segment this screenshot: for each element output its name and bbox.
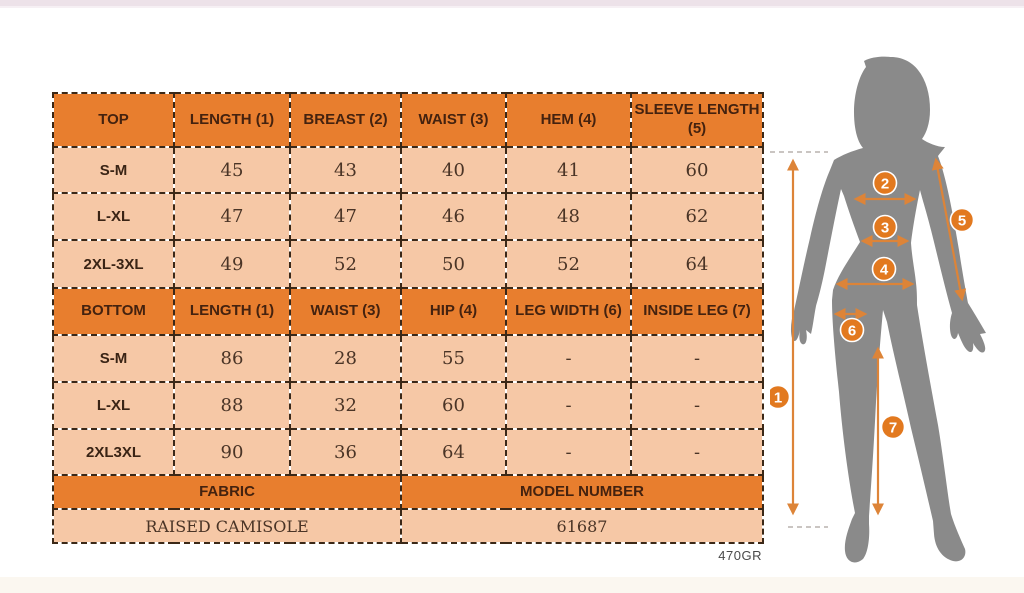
size-value: 50 (400, 239, 507, 289)
size-value: 49 (173, 239, 291, 289)
size-value: 36 (289, 428, 402, 476)
column-header-sleeve-length: SLEEVE LENGTH (5) (630, 92, 764, 148)
size-value: 62 (630, 192, 764, 241)
size-guide-figure: 1 2 3 4 5 6 7 (770, 56, 986, 563)
size-value: 48 (505, 192, 632, 241)
size-value: 41 (505, 146, 632, 194)
size-row-label: 2XL-3XL (52, 239, 175, 289)
size-value: 47 (173, 192, 291, 241)
measurement-marker-6: 6 (839, 317, 865, 343)
size-row-label: L-XL (52, 381, 175, 430)
measurement-marker-5: 5 (949, 207, 975, 233)
size-value: 64 (400, 428, 507, 476)
size-table: TOP LENGTH (1) BREAST (2) WAIST (3) HEM … (52, 92, 764, 544)
size-value: - (630, 428, 764, 476)
measurement-marker-4: 4 (871, 256, 897, 282)
size-value: - (505, 381, 632, 430)
column-header-hem: HEM (4) (505, 92, 632, 148)
svg-text:5: 5 (958, 212, 966, 229)
column-header-leg-width: LEG WIDTH (6) (505, 287, 632, 336)
garment-weight-note: 470GR (718, 548, 762, 563)
column-header-waist: WAIST (3) (400, 92, 507, 148)
size-value: 32 (289, 381, 402, 430)
woman-silhouette (790, 56, 986, 563)
svg-text:1: 1 (774, 389, 782, 406)
size-row-label: 2XL3XL (52, 428, 175, 476)
column-header-length: LENGTH (1) (173, 287, 291, 336)
measurement-marker-2: 2 (872, 170, 898, 196)
column-header-top: TOP (52, 92, 175, 148)
table-row: 2XL3XL 90 36 64 - - (52, 428, 764, 476)
size-value: 45 (173, 146, 291, 194)
size-value: - (505, 334, 632, 383)
size-value: 52 (505, 239, 632, 289)
fabric-header: FABRIC (52, 474, 402, 510)
model-number-value: 61687 (400, 508, 764, 544)
size-value: 55 (400, 334, 507, 383)
size-row-label: S-M (52, 334, 175, 383)
measurement-marker-1: 1 (770, 384, 791, 410)
info-value-row: RAISED CAMISOLE 61687 (52, 508, 764, 544)
info-header-row: FABRIC MODEL NUMBER (52, 474, 764, 510)
size-value: - (505, 428, 632, 476)
size-value: - (630, 381, 764, 430)
column-header-inside-leg: INSIDE LEG (7) (630, 287, 764, 336)
column-header-waist: WAIST (3) (289, 287, 402, 336)
model-number-header: MODEL NUMBER (400, 474, 764, 510)
column-header-hip: HIP (4) (400, 287, 507, 336)
top-decorative-band (0, 0, 1024, 8)
table-row: 2XL-3XL 49 52 50 52 64 (52, 239, 764, 289)
size-row-label: L-XL (52, 192, 175, 241)
size-value: 43 (289, 146, 402, 194)
table-row: L-XL 47 47 46 48 62 (52, 192, 764, 241)
column-header-length: LENGTH (1) (173, 92, 291, 148)
table-row: L-XL 88 32 60 - - (52, 381, 764, 430)
size-value: 60 (400, 381, 507, 430)
size-value: 28 (289, 334, 402, 383)
bottom-decorative-band (0, 577, 1024, 593)
size-value: 90 (173, 428, 291, 476)
size-value: 86 (173, 334, 291, 383)
table-row: S-M 45 43 40 41 60 (52, 146, 764, 194)
size-value: 40 (400, 146, 507, 194)
size-value: 52 (289, 239, 402, 289)
svg-text:3: 3 (881, 219, 889, 236)
measurement-marker-3: 3 (872, 214, 898, 240)
table-row: S-M 86 28 55 - - (52, 334, 764, 383)
size-value: 64 (630, 239, 764, 289)
bottom-header-row: BOTTOM LENGTH (1) WAIST (3) HIP (4) LEG … (52, 287, 764, 336)
svg-text:4: 4 (880, 261, 889, 278)
fabric-value: RAISED CAMISOLE (52, 508, 402, 544)
svg-text:7: 7 (889, 419, 897, 436)
top-header-row: TOP LENGTH (1) BREAST (2) WAIST (3) HEM … (52, 92, 764, 148)
column-header-breast: BREAST (2) (289, 92, 402, 148)
size-row-label: S-M (52, 146, 175, 194)
sleeve-arrow-5 (931, 157, 967, 302)
size-value: 46 (400, 192, 507, 241)
measurement-marker-7: 7 (880, 414, 906, 440)
size-value: 60 (630, 146, 764, 194)
svg-text:2: 2 (881, 175, 889, 192)
size-value: - (630, 334, 764, 383)
column-header-bottom: BOTTOM (52, 287, 175, 336)
svg-text:6: 6 (848, 322, 856, 339)
size-value: 47 (289, 192, 402, 241)
size-value: 88 (173, 381, 291, 430)
